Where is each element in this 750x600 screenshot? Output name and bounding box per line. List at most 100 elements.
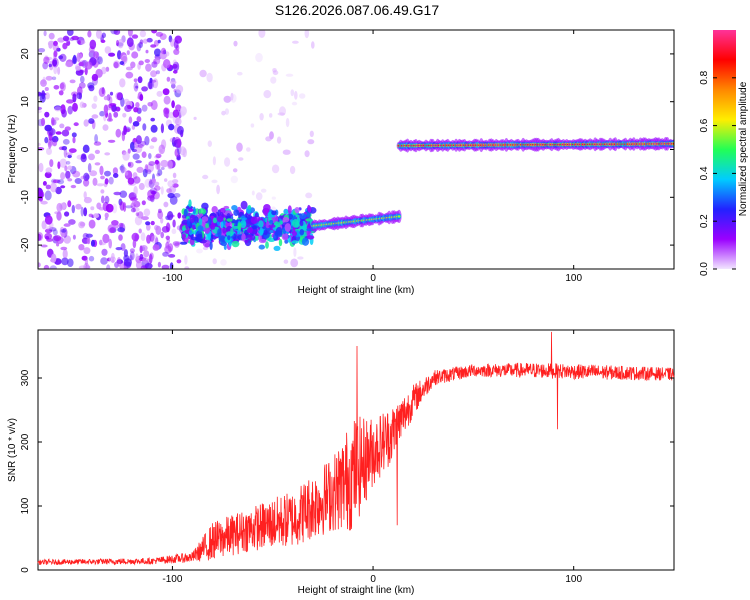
heatmap-noise-blob [97, 56, 103, 65]
heatmap-noise-blob [157, 169, 163, 176]
heatmap-noise-blob [160, 167, 165, 170]
heatmap-noise-blob [72, 234, 76, 240]
heatmap-noise-blob [38, 162, 44, 173]
heatmap-noise-blob [71, 132, 77, 138]
heatmap-noise-blob [148, 253, 153, 264]
heatmap-noise-blob [60, 172, 66, 180]
heatmap-noise-blob [103, 95, 108, 101]
heatmap-noise-blob [44, 228, 53, 234]
heatmap-noise-blob [88, 255, 95, 262]
heatmap-noise-blob [75, 203, 82, 210]
heatmap-noise-blob [78, 62, 84, 67]
heatmap-noise-blob [90, 239, 96, 247]
heatmap-noise-blob [53, 117, 60, 121]
heatmap-noise-blob [59, 123, 65, 129]
heatmap-noise-blob [129, 248, 135, 254]
heatmap-noise-blob [44, 190, 52, 201]
colorbar-tick-label: 0.2 [699, 214, 710, 228]
heatmap-cluster-blob [208, 217, 212, 226]
heatmap-noise-blob [150, 70, 157, 78]
heatmap-noise-blob [38, 106, 43, 111]
heatmap-noise-blob [272, 68, 277, 73]
heatmap-noise-blob [71, 56, 78, 65]
heatmap-noise-blob [153, 181, 160, 187]
heatmap-cluster-blob [295, 230, 300, 238]
heatmap-cluster-blob [278, 220, 283, 225]
heatmap-noise-blob [176, 156, 182, 161]
heatmap-noise-blob [163, 107, 170, 115]
heatmap-noise-blob [60, 229, 67, 233]
heatmap-noise-blob [146, 37, 153, 43]
heatmap-noise-blob [118, 234, 123, 241]
heatmap-noise-blob [102, 124, 109, 131]
heatmap-cluster-blob [294, 207, 300, 214]
heatmap-noise-blob [173, 39, 179, 49]
heatmap-noise-blob [130, 207, 136, 213]
heatmap-cluster-blob [282, 217, 290, 223]
heatmap-noise-blob [107, 139, 116, 143]
heatmap-cluster-blob [205, 223, 210, 229]
heatmap-noise-blob [102, 233, 110, 244]
heatmap-noise-blob [139, 39, 144, 45]
heatmap-noise-blob [42, 76, 46, 85]
heatmap-cluster-blob [263, 229, 268, 236]
heatmap-noise-blob [133, 176, 141, 184]
heatmap-noise-blob [91, 73, 99, 82]
heatmap-noise-blob [40, 79, 47, 87]
heatmap-x-ticks: -100 0 100 [162, 30, 582, 284]
heatmap-noise-blob [123, 258, 132, 267]
heatmap-noise-blob [211, 179, 218, 184]
heatmap-noise-blob [126, 128, 130, 133]
heatmap-cluster-blob [299, 220, 304, 227]
heatmap-noise-blob [59, 82, 65, 90]
heatmap-noise-blob [52, 179, 61, 184]
heatmap-noise-blob [99, 242, 106, 246]
heatmap-noise-blob [174, 242, 180, 248]
heatmap-noise-blob [139, 94, 144, 101]
heatmap-noise-blob [148, 80, 153, 90]
colorbar-tick-label: 0.0 [699, 262, 710, 276]
heatmap-cluster-blob [211, 206, 218, 213]
heatmap-noise-blob [145, 49, 149, 54]
heatmap-cluster-blob [278, 238, 283, 247]
heatmap-noise-blob [150, 100, 158, 111]
heatmap-noise-blob [38, 48, 46, 53]
colorbar-gradient [713, 30, 736, 269]
heatmap-cluster-blob [188, 229, 193, 236]
heatmap-noise-blob [111, 105, 118, 112]
heatmap-noise-blob [99, 110, 105, 117]
heatmap-noise-blob [49, 159, 54, 168]
heatmap-noise-blob [40, 117, 46, 127]
heatmap-noise-blob [119, 190, 128, 198]
heatmap-cluster-blob [274, 230, 283, 238]
heatmap-cluster-blob [306, 235, 315, 240]
heatmap-noise-blob [177, 212, 182, 219]
heatmap-noise-blob [276, 136, 282, 144]
heatmap-noise-blob [132, 239, 137, 249]
heatmap-noise-blob [52, 44, 59, 51]
heatmap-noise-blob [53, 50, 58, 58]
heatmap-noise-blob [88, 153, 95, 161]
heatmap-noise-blob [293, 247, 297, 258]
heatmap-noise-blob [104, 212, 109, 219]
heatmap-noise-blob [87, 30, 92, 38]
heatmap-noise-blob [62, 138, 70, 145]
heatmap-noise-blob [65, 152, 73, 156]
heatmap-noise-blob [44, 92, 50, 100]
heatmap-noise-blob [68, 219, 76, 225]
y-tick-label: 200 [20, 433, 31, 450]
heatmap-noise-blob [137, 62, 141, 70]
heatmap-noise-blob [279, 106, 286, 116]
heatmap-noise-blob [133, 78, 138, 83]
heatmap-noise-blob [138, 228, 142, 234]
heatmap-noise-blob [38, 109, 42, 114]
heatmap-noise-blob [172, 172, 177, 179]
heatmap-cluster-blob [186, 218, 191, 227]
heatmap-x-axis-label: Height of straight line (km) [298, 285, 415, 296]
heatmap-noise-blob [117, 50, 122, 60]
heatmap-noise-blob [151, 30, 157, 34]
heatmap-noise-blob [61, 232, 65, 238]
heatmap-noise-blob [230, 93, 237, 103]
heatmap-noise-blob [150, 124, 158, 133]
heatmap-cluster-blob [263, 208, 269, 216]
